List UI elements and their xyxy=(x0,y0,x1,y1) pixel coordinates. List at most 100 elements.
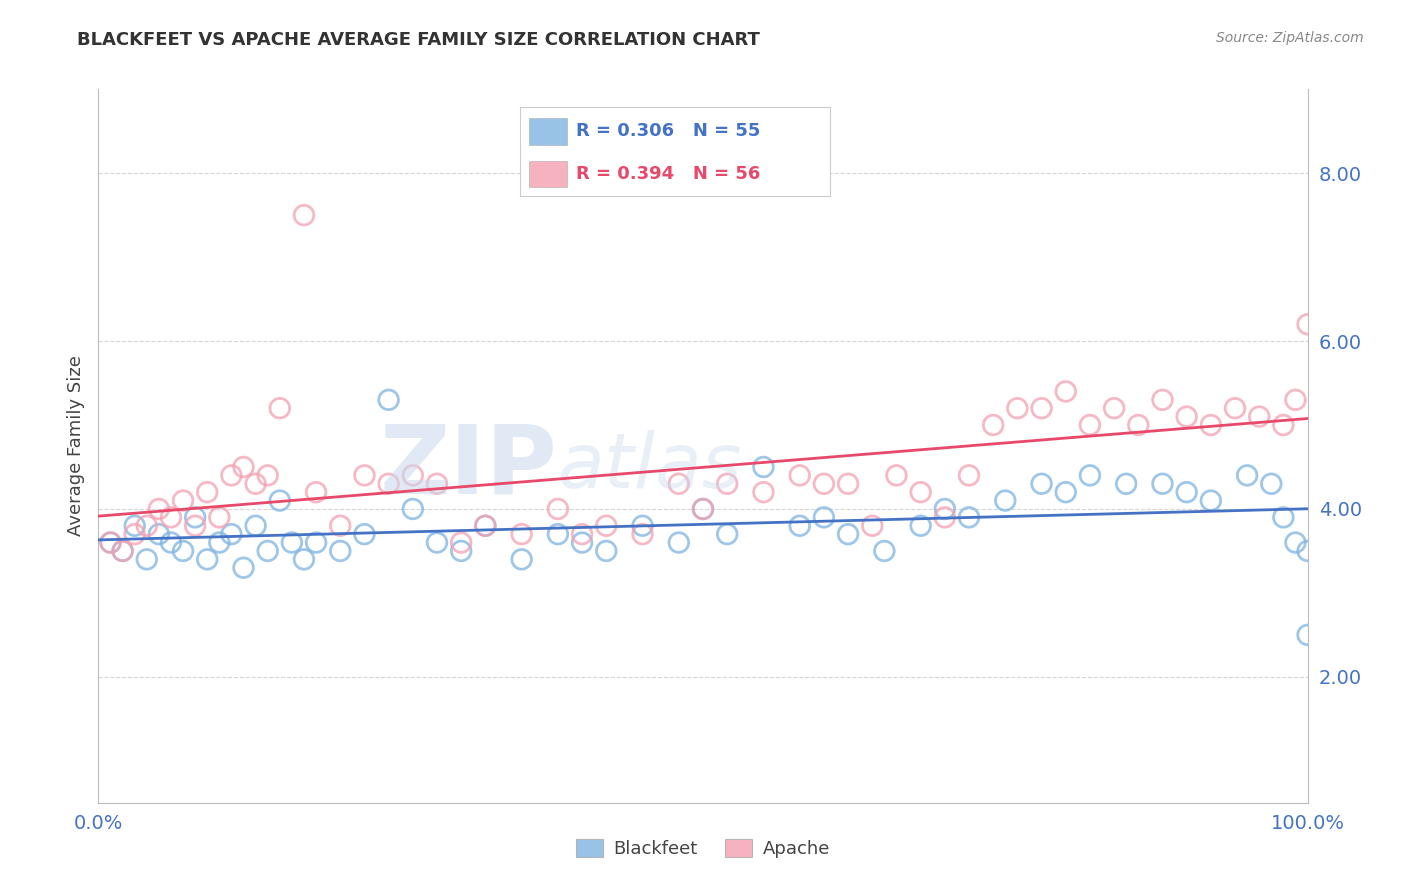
Point xyxy=(1284,392,1306,407)
Text: R = 0.306   N = 55: R = 0.306 N = 55 xyxy=(576,122,761,140)
Point xyxy=(1152,392,1174,407)
Point xyxy=(426,476,449,491)
Point xyxy=(1199,493,1222,508)
Point xyxy=(1054,485,1077,500)
Point xyxy=(631,527,654,541)
Point xyxy=(1102,401,1125,416)
Point xyxy=(269,493,291,508)
Point xyxy=(474,518,496,533)
Point xyxy=(837,527,859,541)
Point xyxy=(124,518,146,533)
Point xyxy=(547,502,569,516)
Point xyxy=(571,535,593,549)
Point xyxy=(208,510,231,524)
Point xyxy=(547,527,569,541)
Point xyxy=(329,544,352,558)
Text: R = 0.394   N = 56: R = 0.394 N = 56 xyxy=(576,165,761,183)
Point xyxy=(100,535,122,549)
Point xyxy=(716,476,738,491)
Point xyxy=(402,502,425,516)
Y-axis label: Average Family Size: Average Family Size xyxy=(66,356,84,536)
Point xyxy=(1115,476,1137,491)
Point xyxy=(595,544,617,558)
Point xyxy=(269,401,291,416)
Point xyxy=(813,476,835,491)
Point xyxy=(195,552,218,566)
Point xyxy=(195,485,218,500)
Point xyxy=(934,502,956,516)
Point xyxy=(1284,535,1306,549)
Point xyxy=(1296,628,1319,642)
Legend: Blackfeet, Apache: Blackfeet, Apache xyxy=(568,831,838,865)
Point xyxy=(1078,417,1101,432)
Point xyxy=(1054,384,1077,399)
Point xyxy=(789,468,811,483)
Point xyxy=(111,544,134,558)
Point xyxy=(873,544,896,558)
Point xyxy=(232,460,254,475)
FancyBboxPatch shape xyxy=(530,118,567,145)
Point xyxy=(450,535,472,549)
Point xyxy=(668,535,690,549)
Point xyxy=(474,518,496,533)
Point xyxy=(692,502,714,516)
Point xyxy=(510,527,533,541)
Text: ZIP: ZIP xyxy=(380,421,558,514)
Point xyxy=(1078,468,1101,483)
Point xyxy=(837,476,859,491)
Point xyxy=(510,552,533,566)
Point xyxy=(1249,409,1271,424)
Point xyxy=(934,510,956,524)
Point xyxy=(232,560,254,574)
FancyBboxPatch shape xyxy=(530,161,567,187)
Point xyxy=(1296,318,1319,332)
Point xyxy=(1260,476,1282,491)
Point xyxy=(752,485,775,500)
Point xyxy=(305,535,328,549)
Point xyxy=(1175,485,1198,500)
Point xyxy=(377,392,399,407)
Point xyxy=(1152,476,1174,491)
Text: BLACKFEET VS APACHE AVERAGE FAMILY SIZE CORRELATION CHART: BLACKFEET VS APACHE AVERAGE FAMILY SIZE … xyxy=(77,31,761,49)
Point xyxy=(981,417,1004,432)
Point xyxy=(450,544,472,558)
Point xyxy=(124,527,146,541)
Point xyxy=(184,518,207,533)
Point xyxy=(957,510,980,524)
Point xyxy=(886,468,908,483)
Point xyxy=(256,468,278,483)
Point xyxy=(1175,409,1198,424)
Point xyxy=(305,485,328,500)
Point xyxy=(1199,417,1222,432)
Point xyxy=(221,468,243,483)
Point xyxy=(111,544,134,558)
Point xyxy=(135,518,157,533)
Point xyxy=(172,544,194,558)
Text: atlas: atlas xyxy=(558,431,742,504)
Point xyxy=(1031,476,1053,491)
Point xyxy=(716,527,738,541)
Point xyxy=(221,527,243,541)
Point xyxy=(910,485,932,500)
Point xyxy=(245,476,267,491)
Point xyxy=(184,510,207,524)
Point xyxy=(910,518,932,533)
Point xyxy=(148,502,170,516)
Point xyxy=(160,535,183,549)
Point xyxy=(1296,544,1319,558)
Point xyxy=(1236,468,1258,483)
Point xyxy=(860,518,883,533)
Point xyxy=(292,552,315,566)
Point xyxy=(256,544,278,558)
Point xyxy=(789,518,811,533)
Point xyxy=(353,527,375,541)
Point xyxy=(1031,401,1053,416)
Point xyxy=(1223,401,1246,416)
Point xyxy=(631,518,654,533)
Point xyxy=(160,510,183,524)
Point xyxy=(208,535,231,549)
Point xyxy=(994,493,1017,508)
Point xyxy=(329,518,352,533)
Point xyxy=(752,460,775,475)
Text: Source: ZipAtlas.com: Source: ZipAtlas.com xyxy=(1216,31,1364,45)
